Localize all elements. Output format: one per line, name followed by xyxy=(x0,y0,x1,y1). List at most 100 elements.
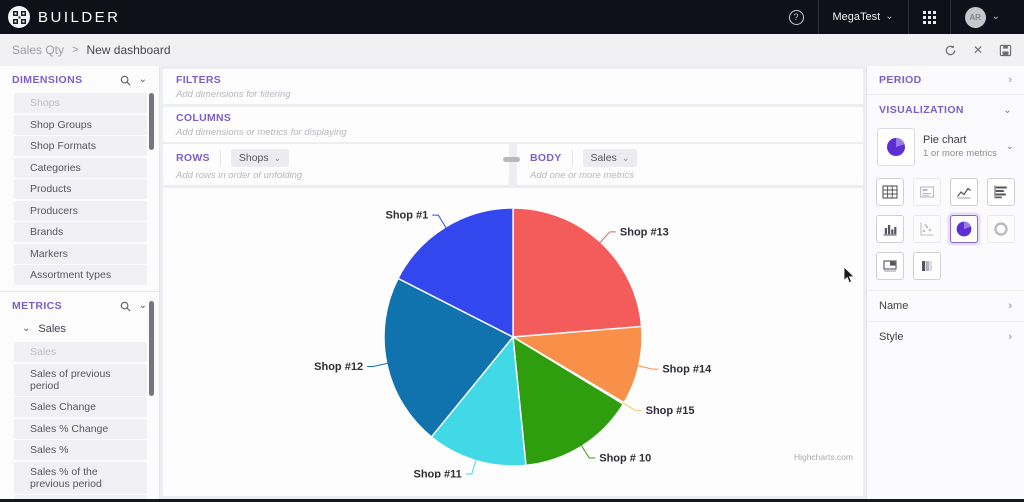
chevron-down-icon: ⌄ xyxy=(885,11,894,22)
filters-placeholder: Add dimensions for filtering xyxy=(176,89,291,100)
metric-item[interactable]: Sales % Change xyxy=(14,418,147,439)
topbar-divider xyxy=(907,0,909,34)
pie-label-connector xyxy=(637,364,659,370)
fields-sidebar: DIMENSIONS ⌄ Shops Shop Groups Shop Form… xyxy=(0,66,160,499)
columns-placeholder: Add dimensions or metrics for displaying xyxy=(176,126,347,138)
metric-item[interactable]: Sales % of the previous period xyxy=(14,461,147,494)
divider xyxy=(867,94,1024,95)
close-icon[interactable]: ✕ xyxy=(972,43,983,57)
sidebar-divider xyxy=(0,291,159,292)
apps-menu-button[interactable] xyxy=(909,0,950,34)
search-icon[interactable] xyxy=(120,301,131,312)
pie-label: Shop #14 xyxy=(662,363,712,375)
line-chart-icon[interactable] xyxy=(950,178,978,206)
dimension-item[interactable]: Producers xyxy=(14,200,147,221)
pie-chart-card: Shop #13 Shop #14 Shop #15 Shop # 10 Shop #1… xyxy=(163,187,863,496)
app-logo[interactable]: BUILDER xyxy=(8,6,121,28)
visualization-section[interactable]: VISUALIZATION ⌄ xyxy=(867,95,1024,124)
bar-chart-icon[interactable] xyxy=(987,178,1015,206)
user-menu[interactable]: AR ⌄ xyxy=(951,0,1014,34)
pie-label-connector xyxy=(580,444,596,458)
dimension-item[interactable]: Products xyxy=(14,179,147,199)
metric-item[interactable]: Sales Change xyxy=(14,397,147,417)
filters-dropzone[interactable]: FILTERS Add dimensions for filtering xyxy=(163,69,863,104)
chevron-down-icon: ⌄ xyxy=(1005,141,1014,152)
scatter-plot-icon xyxy=(913,215,941,243)
visualization-label: VISUALIZATION xyxy=(879,103,964,116)
rows-dropzone[interactable]: ROWS Shops ⌄ Add rows in order of unfold… xyxy=(163,144,509,185)
highcharts-credit[interactable]: Highcharts.com xyxy=(793,452,853,462)
pie-label-connector xyxy=(432,214,447,228)
dimension-item[interactable]: Shop Formats xyxy=(14,136,147,156)
chevron-down-icon: ⌄ xyxy=(991,11,1000,22)
name-section[interactable]: Name › xyxy=(867,290,1024,321)
dimension-item[interactable]: Assortment types xyxy=(14,265,147,285)
save-icon[interactable] xyxy=(999,44,1012,57)
dimension-item[interactable]: Categories xyxy=(14,157,147,178)
body-chip-label: Sales xyxy=(590,152,617,164)
column-chart-icon[interactable] xyxy=(876,215,904,243)
metrics-group-sales[interactable]: ⌄ Sales xyxy=(0,317,159,340)
bottom-scrollbar[interactable] xyxy=(0,499,1024,502)
body-placeholder: Add one or more metrics xyxy=(530,170,635,181)
selected-visualization[interactable]: Pie chart 1 or more metrics ⌄ xyxy=(867,124,1024,174)
metrics-title: METRICS xyxy=(12,300,63,312)
pie-chart: Shop #13 Shop #14 Shop #15 Shop # 10 Shop #1… xyxy=(314,206,712,480)
chevron-down-icon: ⌄ xyxy=(621,152,630,163)
refresh-icon[interactable] xyxy=(944,44,957,57)
dimension-item[interactable]: Brands xyxy=(14,222,147,242)
chevron-down-icon[interactable]: ⌄ xyxy=(138,300,147,311)
metric-item[interactable]: Sales % xyxy=(14,440,147,460)
period-section[interactable]: PERIOD › xyxy=(867,66,1024,94)
workspace-selector[interactable]: MegaTest ⌄ xyxy=(819,0,908,34)
body-chip-sales[interactable]: Sales ⌄ xyxy=(582,149,638,167)
columns-label: COLUMNS xyxy=(176,111,232,124)
chevron-down-icon: ⌄ xyxy=(273,152,282,163)
chevron-down-icon: ⌄ xyxy=(22,323,31,334)
dimensions-header[interactable]: DIMENSIONS ⌄ xyxy=(0,66,159,91)
divider xyxy=(571,150,573,166)
pie-label: Shop #11 xyxy=(414,468,462,478)
metric-item[interactable]: Sales of previous period xyxy=(14,363,147,396)
treemap-icon[interactable] xyxy=(876,252,904,280)
pie-label-connector xyxy=(622,401,642,411)
pie-chart-icon[interactable] xyxy=(950,215,978,243)
pie-chart-icon xyxy=(877,128,915,166)
body-label: BODY xyxy=(530,152,562,164)
divider xyxy=(219,150,221,166)
pie-label: Shop #12 xyxy=(314,360,363,372)
style-section[interactable]: Style › xyxy=(867,321,1024,352)
name-label: Name xyxy=(879,300,909,312)
pie-label: Shop #13 xyxy=(620,226,669,238)
pie-label-connector xyxy=(465,458,477,474)
dimensions-title: DIMENSIONS xyxy=(12,74,83,86)
breadcrumb-bar: Sales Qty > New dashboard ✕ xyxy=(0,34,1024,66)
metrics-scrollbar[interactable] xyxy=(149,301,154,396)
dimension-item[interactable]: Markers xyxy=(14,243,147,264)
pie-label-connector xyxy=(599,230,616,243)
body-dropzone[interactable]: BODY Sales ⌄ Add one or more metrics xyxy=(517,144,863,185)
breadcrumb-separator: > xyxy=(72,44,79,56)
workspace-name: MegaTest xyxy=(832,11,881,23)
apps-grid-icon xyxy=(922,10,936,24)
metrics-list: Sales Sales of previous period Sales Cha… xyxy=(0,340,159,499)
visualization-type-grid xyxy=(867,174,1024,290)
metric-item: Sales xyxy=(14,342,147,362)
table-icon[interactable] xyxy=(876,178,904,206)
breadcrumb-current: New dashboard xyxy=(86,43,171,57)
rows-chip-shops[interactable]: Shops ⌄ xyxy=(230,149,290,167)
chevron-down-icon[interactable]: ⌄ xyxy=(138,74,147,85)
dimensions-scrollbar[interactable] xyxy=(149,93,154,150)
dimensions-list: Shops Shop Groups Shop Formats Categorie… xyxy=(0,91,159,285)
metrics-header[interactable]: METRICS ⌄ xyxy=(0,292,159,317)
metric-item[interactable]: Sales % Change of chosen category xyxy=(14,495,147,499)
horizontal-scrollbar[interactable] xyxy=(503,157,520,162)
search-icon[interactable] xyxy=(120,75,131,86)
help-icon[interactable]: ? xyxy=(788,9,804,25)
rows-chip-label: Shops xyxy=(238,152,269,164)
topbar-divider xyxy=(949,0,951,34)
stacked-column-icon[interactable] xyxy=(913,252,941,280)
dimension-item[interactable]: Shop Groups xyxy=(14,114,147,135)
breadcrumb-parent[interactable]: Sales Qty xyxy=(12,43,65,57)
columns-dropzone[interactable]: COLUMNS Add dimensions or metrics for di… xyxy=(163,106,863,142)
